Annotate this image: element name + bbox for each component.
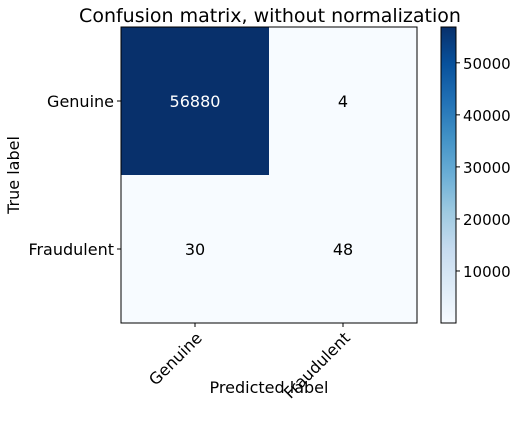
- colorbar: [440, 26, 457, 324]
- colorbar-tick-label: 30000: [463, 159, 511, 177]
- y-axis-label: True label: [4, 136, 23, 215]
- cell-value-label: 30: [185, 240, 205, 259]
- colorbar-tick-label: 20000: [463, 211, 511, 229]
- heatmap-cell: [121, 175, 269, 323]
- heatmap-cell-labels: 56880 4 30 48: [170, 92, 354, 259]
- y-axis-ticks: Genuine Fraudulent: [28, 92, 121, 259]
- heatmap-cell: [269, 175, 417, 323]
- colorbar-tick-label: 10000: [463, 263, 511, 281]
- heatmap-cell: [121, 27, 269, 175]
- cell-value-label: 48: [333, 240, 353, 259]
- chart-title: Confusion matrix, without normalization: [79, 5, 461, 27]
- cell-value-label: 56880: [170, 92, 221, 111]
- y-tick-label: Fraudulent: [28, 240, 114, 259]
- heatmap-cells: [121, 27, 417, 323]
- colorbar-tick-label: 50000: [463, 55, 511, 73]
- plot-frame: [120, 26, 418, 324]
- colorbar-ticks: 10000 20000 30000 40000 50000: [456, 55, 511, 281]
- heatmap-cell: [269, 27, 417, 175]
- x-axis-label: Predicted label: [210, 378, 329, 397]
- x-tick-label: Genuine: [145, 328, 206, 389]
- colorbar-tick-label: 40000: [463, 107, 511, 125]
- cell-value-label: 4: [338, 92, 348, 111]
- y-tick-label: Genuine: [47, 92, 114, 111]
